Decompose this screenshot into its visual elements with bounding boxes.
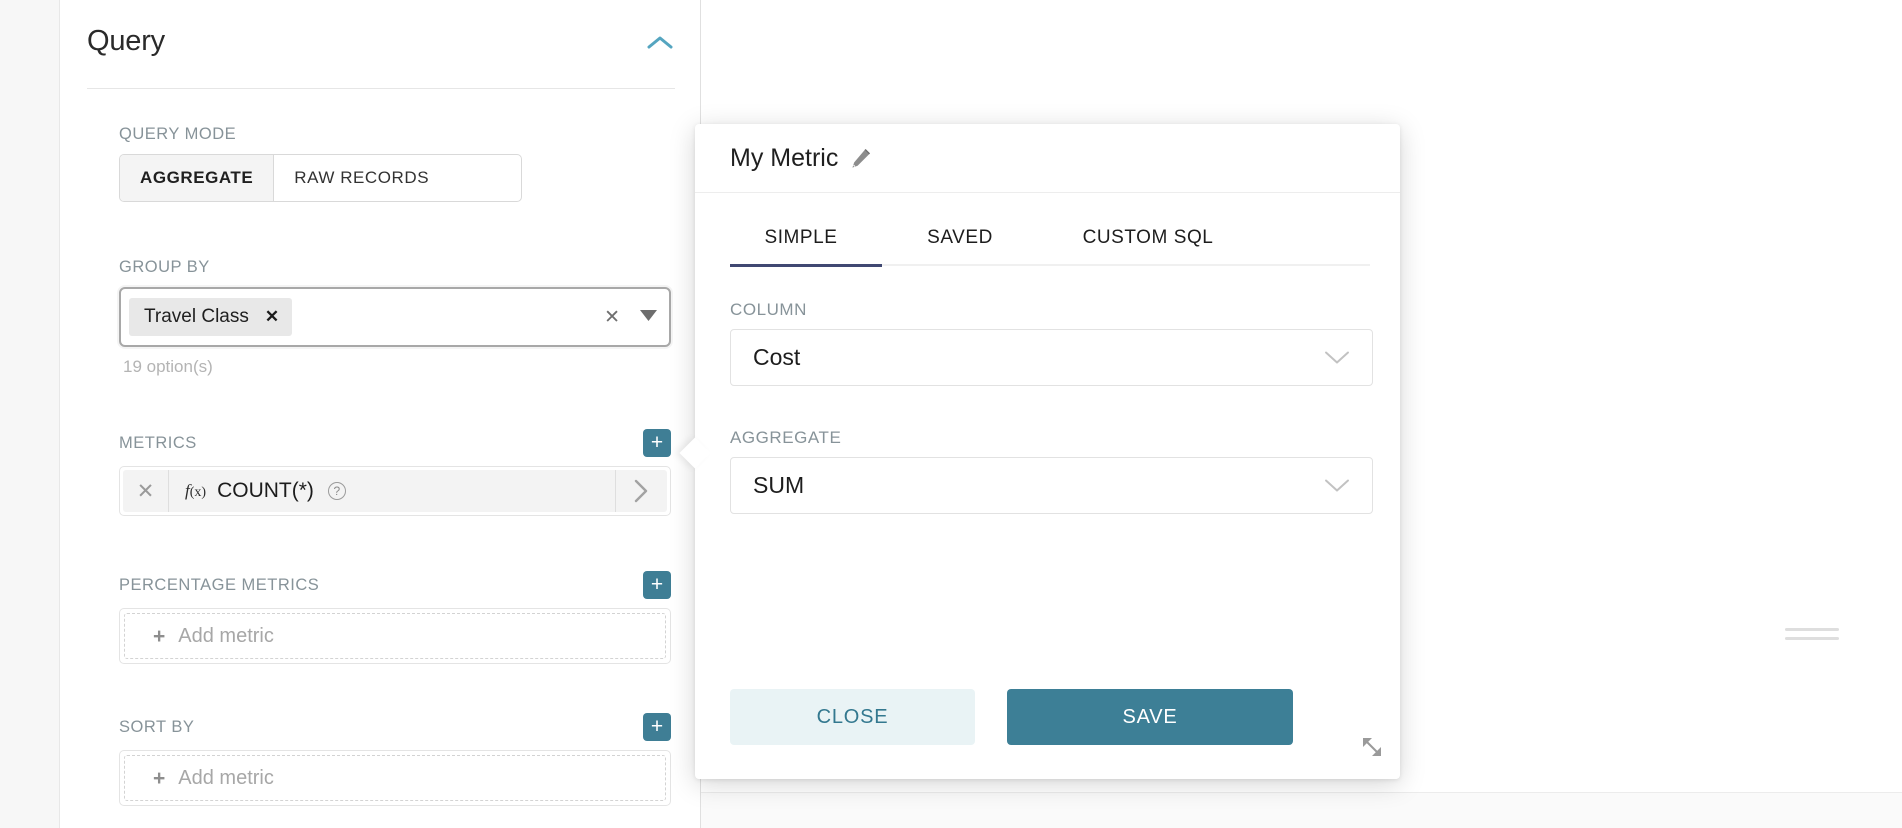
add-sort-by-button[interactable]: + Add metric bbox=[124, 755, 666, 801]
query-mode-group: QUERY MODE AGGREGATE RAW RECORDS bbox=[119, 125, 522, 202]
metrics-section: METRICS + ✕ f(x) COUNT(*) ? bbox=[119, 428, 671, 516]
query-control-panel: Query QUERY MODE AGGREGATE RAW RECORDS G… bbox=[60, 0, 701, 828]
popover-title: My Metric bbox=[730, 143, 839, 172]
popover-actions: CLOSE SAVE bbox=[730, 689, 1373, 745]
canvas-bottom-strip bbox=[701, 793, 1902, 828]
popover-field-gap bbox=[730, 386, 1370, 428]
column-select[interactable]: Cost bbox=[730, 329, 1373, 386]
add-percentage-metric-label: Add metric bbox=[178, 624, 274, 647]
chevron-down-icon bbox=[1324, 472, 1350, 499]
sort-by-dropzone[interactable]: + Add metric bbox=[119, 750, 671, 806]
group-by-tag-label: Travel Class bbox=[144, 306, 249, 327]
close-icon[interactable]: ✕ bbox=[123, 470, 169, 512]
metrics-list: ✕ f(x) COUNT(*) ? bbox=[119, 466, 671, 516]
chevron-down-icon bbox=[1324, 344, 1350, 371]
drag-handle-icon[interactable] bbox=[1785, 628, 1839, 640]
group-by-tag[interactable]: Travel Class ✕ bbox=[129, 298, 293, 336]
metrics-header: METRICS + bbox=[119, 428, 671, 458]
column-label: COLUMN bbox=[730, 300, 807, 319]
query-mode-raw-records-button[interactable]: RAW RECORDS bbox=[274, 155, 450, 201]
add-metric-plus-icon[interactable]: + bbox=[643, 429, 671, 457]
group-by-label: GROUP BY bbox=[119, 258, 210, 276]
clear-icon[interactable]: ✕ bbox=[604, 306, 620, 328]
column-select-value: Cost bbox=[753, 344, 801, 370]
page-title: Query bbox=[87, 25, 165, 57]
metric-body[interactable]: f(x) COUNT(*) ? bbox=[169, 479, 615, 503]
chevron-right-icon[interactable] bbox=[615, 470, 667, 512]
group-by-options-hint: 19 option(s) bbox=[123, 357, 213, 376]
percentage-metrics-dropzone[interactable]: + Add metric bbox=[119, 608, 671, 664]
sort-by-header: SORT BY + bbox=[119, 712, 671, 742]
popover-header: My Metric bbox=[695, 124, 1400, 193]
percentage-metrics-label: PERCENTAGE METRICS bbox=[119, 575, 320, 594]
canvas-bottom-divider bbox=[701, 792, 1902, 793]
metric-editor-popover: My Metric SIMPLE SAVED CUSTOM SQL COLUMN… bbox=[679, 124, 1400, 779]
sort-by-section: SORT BY + + Add metric bbox=[119, 712, 671, 806]
resize-diagonal-icon[interactable] bbox=[1358, 733, 1386, 761]
add-sort-by-plus-icon[interactable]: + bbox=[643, 713, 671, 741]
sort-by-label: SORT BY bbox=[119, 717, 195, 736]
question-circle-icon[interactable]: ? bbox=[327, 482, 346, 500]
popover-tabs: SIMPLE SAVED CUSTOM SQL bbox=[730, 193, 1370, 265]
tab-custom-sql[interactable]: CUSTOM SQL bbox=[1082, 227, 1214, 248]
query-mode-label: QUERY MODE bbox=[119, 125, 237, 143]
plus-icon: + bbox=[153, 624, 166, 648]
panel-header-divider bbox=[87, 88, 675, 89]
query-mode-aggregate-button[interactable]: AGGREGATE bbox=[120, 155, 274, 201]
group-by-actions: ✕ bbox=[604, 289, 657, 345]
group-by-select[interactable]: Travel Class ✕ ✕ bbox=[119, 287, 671, 347]
metric-label: COUNT(*) bbox=[217, 479, 314, 502]
left-gutter-divider bbox=[59, 0, 60, 828]
aggregate-select-value: SUM bbox=[753, 472, 805, 498]
panel-header: Query bbox=[87, 22, 675, 82]
function-icon: f(x) bbox=[185, 481, 207, 500]
close-icon[interactable]: ✕ bbox=[264, 307, 280, 326]
add-percentage-metric-button[interactable]: + Add metric bbox=[124, 613, 666, 659]
popover-body: COLUMN Cost AGGREGATE SUM bbox=[730, 300, 1373, 514]
aggregate-select[interactable]: SUM bbox=[730, 457, 1373, 514]
segmented-divider bbox=[273, 155, 275, 201]
group-by-group: GROUP BY Travel Class ✕ ✕ 19 option(s) bbox=[119, 258, 671, 377]
left-gutter bbox=[0, 0, 60, 828]
metrics-label: METRICS bbox=[119, 433, 197, 452]
caret-down-icon[interactable] bbox=[640, 308, 657, 326]
chevron-up-icon[interactable] bbox=[645, 28, 675, 58]
aggregate-label: AGGREGATE bbox=[730, 428, 842, 447]
active-tab-underline bbox=[730, 264, 882, 267]
query-mode-segmented-control[interactable]: AGGREGATE RAW RECORDS bbox=[119, 154, 522, 202]
add-sort-by-label: Add metric bbox=[178, 766, 274, 789]
tab-saved[interactable]: SAVED bbox=[927, 227, 993, 248]
tabs-divider bbox=[730, 264, 1370, 266]
tab-simple[interactable]: SIMPLE bbox=[764, 227, 838, 248]
add-percentage-metric-plus-icon[interactable]: + bbox=[643, 571, 671, 599]
pencil-icon[interactable] bbox=[850, 147, 872, 169]
plus-icon: + bbox=[153, 766, 166, 790]
close-button[interactable]: CLOSE bbox=[730, 689, 975, 745]
metric-item[interactable]: ✕ f(x) COUNT(*) ? bbox=[123, 470, 667, 512]
percentage-metrics-header: PERCENTAGE METRICS + bbox=[119, 570, 671, 600]
percentage-metrics-section: PERCENTAGE METRICS + + Add metric bbox=[119, 570, 671, 664]
save-button[interactable]: SAVE bbox=[1007, 689, 1293, 745]
